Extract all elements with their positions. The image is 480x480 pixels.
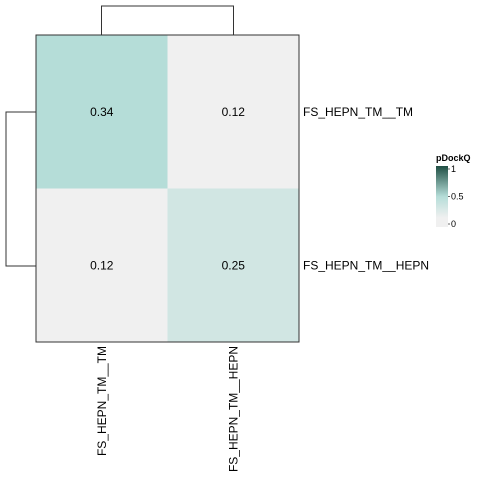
heatmap-border [35, 34, 300, 343]
color-legend: pDockQ 00.51 [436, 153, 471, 229]
row-labels: FS_HEPN_TM__TM FS_HEPN_TM__HEPN [303, 105, 429, 273]
legend-tick-label: 0.5 [451, 192, 464, 202]
column-label: FS_HEPN_TM__TM [95, 346, 109, 456]
column-dendrogram [101, 5, 234, 35]
row-label: FS_HEPN_TM__TM [303, 105, 413, 119]
legend-ticks: 00.51 [448, 164, 464, 229]
column-label: FS_HEPN_TM__HEPN [226, 346, 240, 472]
heatmap-cell [167, 188, 299, 342]
cell-value-label: 0.25 [222, 258, 246, 272]
heatmap-cell [36, 188, 168, 342]
heatmap-cell [36, 35, 168, 189]
row-dendrogram [5, 111, 36, 267]
legend-colorbar [436, 166, 448, 227]
row-label: FS_HEPN_TM__HEPN [303, 258, 429, 272]
cell-value-label: 0.34 [90, 105, 114, 119]
legend-tick-label: 1 [451, 164, 456, 174]
legend-tick-label: 0 [451, 219, 456, 229]
cell-value-label: 0.12 [90, 258, 114, 272]
heatmap-cells: 0.34 0.12 0.12 0.25 [36, 35, 299, 342]
cell-value-label: 0.12 [222, 105, 246, 119]
heatmap-cell [167, 35, 299, 189]
column-labels: FS_HEPN_TM__TM FS_HEPN_TM__HEPN [95, 346, 241, 472]
legend-title: pDockQ [436, 153, 471, 163]
